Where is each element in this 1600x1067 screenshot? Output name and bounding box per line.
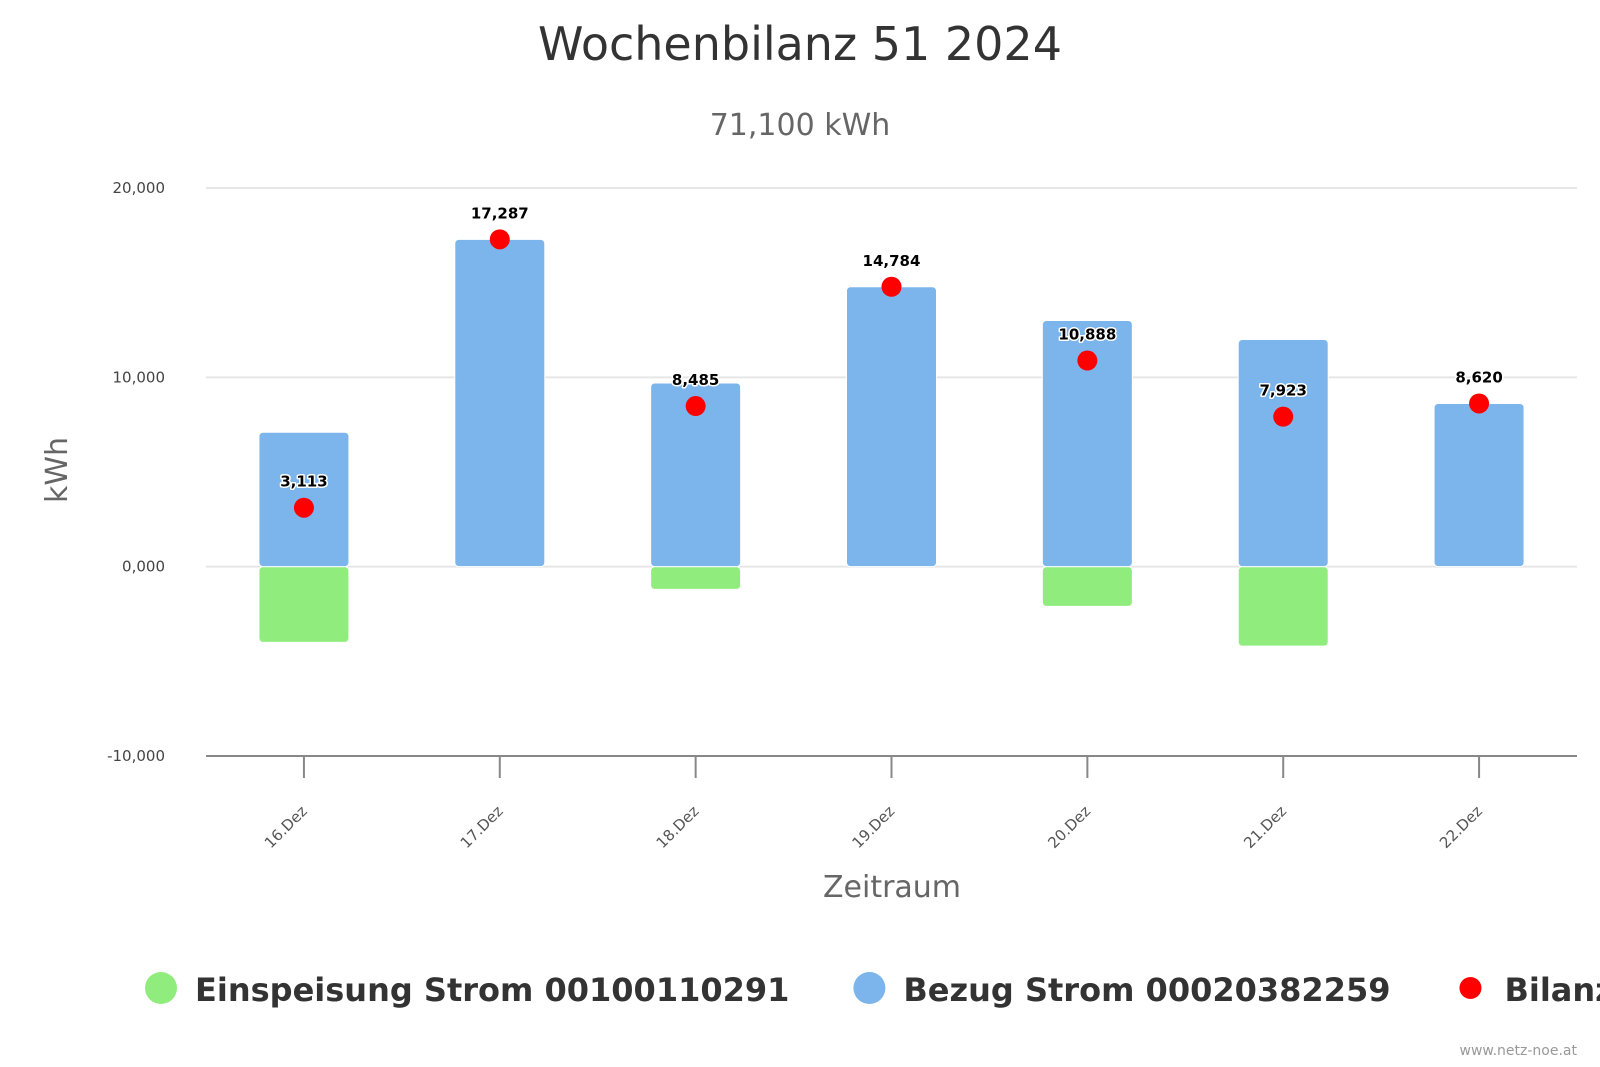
y-axis-title: kWh xyxy=(40,437,75,503)
bilanz-point[interactable] xyxy=(1273,406,1294,427)
legend-item[interactable]: Bilanz xyxy=(1459,971,1600,1009)
legend-label: Einspeisung Strom 00100110291 xyxy=(195,971,789,1009)
legend-item[interactable]: Bezug Strom 00020382259 xyxy=(853,971,1390,1009)
bar-bezug[interactable] xyxy=(1433,402,1525,568)
x-tick-label: 18.Dez xyxy=(653,802,703,852)
bilanz-points xyxy=(293,229,1490,518)
x-axis: 16.Dez 17.Dez 18.Dez 19.Dez 20.Dez 21.Dez 22.D… xyxy=(206,755,1577,852)
x-axis-title: Zeitraum xyxy=(823,870,961,905)
y-tick-label: 0,000 xyxy=(122,558,165,576)
bilanz-point[interactable] xyxy=(881,276,902,297)
credits[interactable]: www.netz-noe.at xyxy=(1460,1043,1578,1059)
legend: Einspeisung Strom 00100110291 Bezug Strom… xyxy=(145,971,1600,1009)
data-label: 14,784 xyxy=(863,252,921,270)
legend-label: Bilanz xyxy=(1504,971,1600,1009)
x-tick-label: 17.Dez xyxy=(457,802,507,852)
bar-einspeisung[interactable] xyxy=(258,566,350,643)
bilanz-point[interactable] xyxy=(293,497,314,518)
legend-item[interactable]: Einspeisung Strom 00100110291 xyxy=(145,971,789,1009)
data-label: 10,888 xyxy=(1058,326,1116,344)
data-label: 8,485 xyxy=(672,371,719,389)
legend-marker xyxy=(1459,977,1482,999)
bar-einspeisung[interactable] xyxy=(650,566,742,590)
legend-label: Bezug Strom 00020382259 xyxy=(903,971,1390,1009)
bilanz-point[interactable] xyxy=(685,396,706,417)
data-labels: 3,113 17,287 8,485 14,784 10,888 7,923 8,620 xyxy=(279,203,1505,492)
bar-bezug[interactable] xyxy=(1041,320,1133,568)
bar-einspeisung[interactable] xyxy=(1041,566,1133,607)
legend-marker xyxy=(145,972,177,1004)
x-tick-label: 20.Dez xyxy=(1044,802,1094,852)
bars xyxy=(258,238,1525,647)
bilanz-point[interactable] xyxy=(1077,350,1098,371)
x-tick-label: 22.Dez xyxy=(1436,802,1486,852)
bilanz-point[interactable] xyxy=(1469,393,1490,414)
y-tick-label: -10,000 xyxy=(107,747,165,765)
data-label: 17,287 xyxy=(471,204,529,222)
y-tick-label: 10,000 xyxy=(113,368,166,386)
y-tick-label: 20,000 xyxy=(113,179,166,197)
x-tick-label: 19.Dez xyxy=(848,802,898,852)
data-label: 3,113 xyxy=(280,473,327,491)
legend-marker xyxy=(853,972,886,1004)
chart-subtitle: 71,100 kWh xyxy=(710,108,891,143)
bilanz-point[interactable] xyxy=(489,229,510,250)
bar-einspeisung[interactable] xyxy=(1237,566,1329,647)
bar-bezug[interactable] xyxy=(1237,338,1329,568)
data-label: 7,923 xyxy=(1259,382,1306,400)
bar-bezug[interactable] xyxy=(846,286,937,568)
data-label: 8,620 xyxy=(1455,368,1502,386)
chart-title: Wochenbilanz 51 2024 xyxy=(538,17,1062,71)
bar-bezug[interactable] xyxy=(454,238,546,568)
x-tick-label: 21.Dez xyxy=(1240,802,1290,852)
bar-bezug[interactable] xyxy=(650,382,742,568)
x-tick-label: 16.Dez xyxy=(261,802,311,852)
